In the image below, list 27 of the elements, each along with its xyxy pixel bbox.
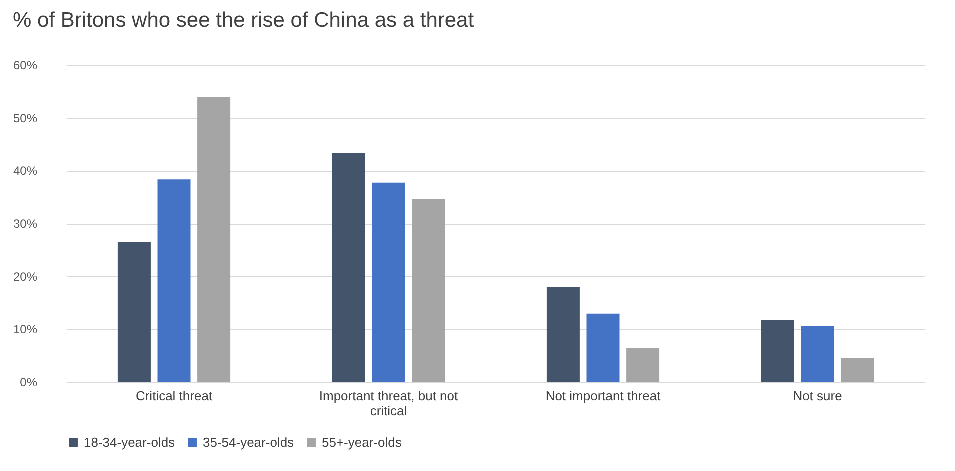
bar (546, 287, 580, 382)
legend-label: 55+-year-olds (322, 434, 402, 450)
bar (801, 326, 834, 382)
bar (761, 320, 794, 382)
x-tick-label: Not sure (793, 388, 842, 404)
bar (626, 348, 660, 382)
bar (372, 182, 406, 382)
bar (586, 314, 620, 382)
bar (412, 199, 446, 382)
y-tick-label: 0% (20, 376, 38, 390)
x-tick-label: Critical threat (136, 388, 213, 404)
bar (118, 242, 151, 382)
y-tick-label: 60% (13, 58, 38, 72)
chart-title: % of Britons who see the rise of China as a threat (12, 9, 474, 32)
y-tick-label: 10% (13, 322, 38, 337)
bar (841, 358, 874, 382)
legend-label: 18-34-year-olds (84, 434, 176, 450)
bar (198, 97, 231, 382)
y-tick-label: 30% (13, 217, 38, 231)
y-tick-label: 50% (13, 111, 38, 126)
bar (332, 153, 366, 382)
legend-label: 35-54-year-olds (203, 434, 295, 450)
x-tick-label: Not important threat (546, 388, 662, 404)
y-tick-label: 20% (13, 270, 38, 284)
bar (158, 180, 191, 382)
x-tick-label: Important threat, but not critical (319, 388, 459, 418)
y-tick-label: 40% (13, 164, 38, 178)
